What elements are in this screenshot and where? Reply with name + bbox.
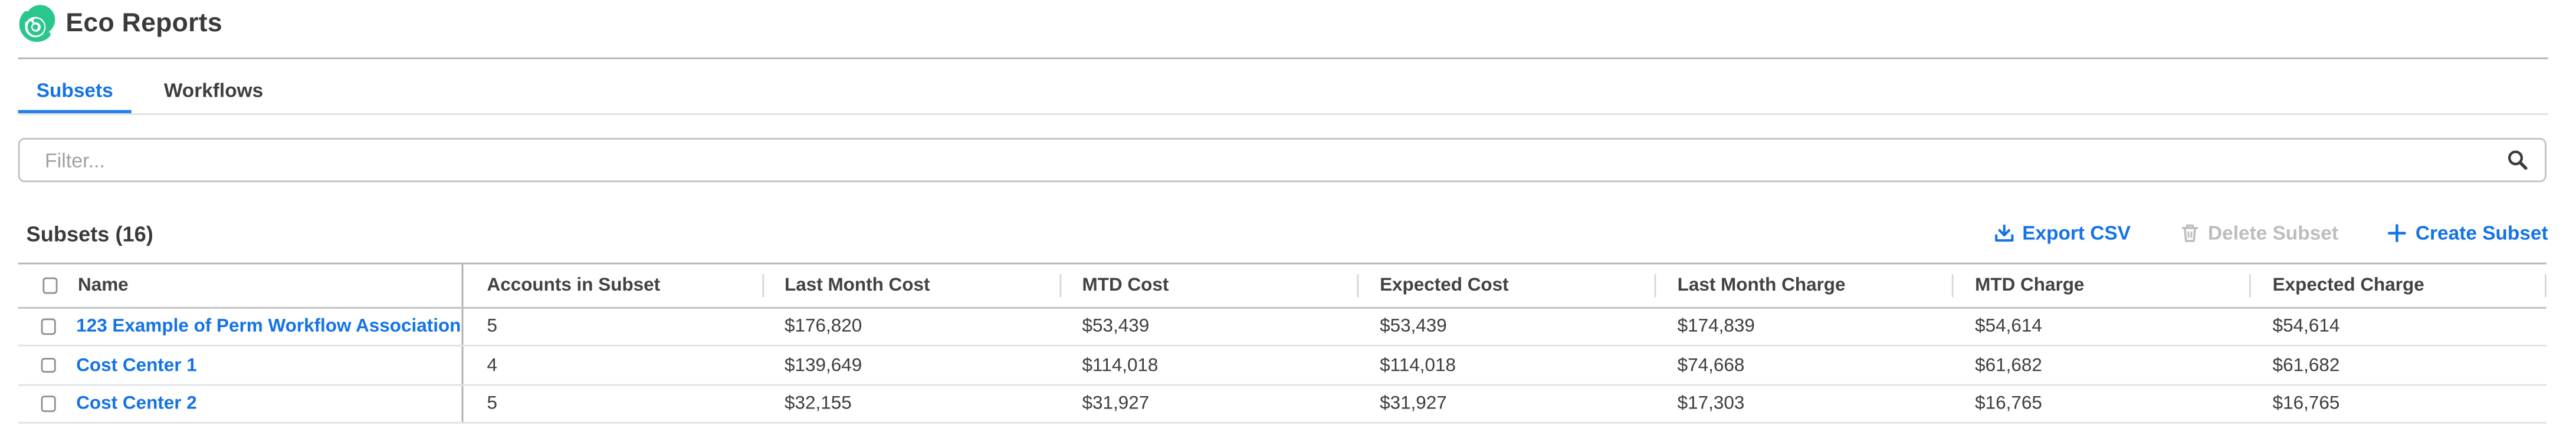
- tab-workflows[interactable]: Workflows: [163, 78, 264, 102]
- search-icon[interactable]: [2508, 149, 2529, 170]
- cell-mtd-cost: $114,018: [1082, 355, 1159, 375]
- cell-expected-cost: $53,439: [1380, 317, 1447, 337]
- cell-expected-charge: $16,765: [2272, 394, 2340, 414]
- eco-logo-icon: [19, 5, 55, 42]
- table-row: Cost Center 2 5 $32,155 $31,927 $31,927 …: [18, 386, 2548, 424]
- cell-accounts: 5: [487, 394, 498, 414]
- row-checkbox[interactable]: [41, 319, 57, 335]
- cell-expected-charge: $61,682: [2272, 355, 2340, 375]
- cell-last-month-charge: $17,303: [1677, 394, 1745, 414]
- cell-mtd-charge: $16,765: [1975, 394, 2042, 414]
- create-subset-button[interactable]: Create Subset: [2388, 221, 2548, 244]
- cell-accounts: 5: [487, 317, 498, 337]
- cell-mtd-cost: $53,439: [1082, 317, 1150, 337]
- cell-last-month-cost: $139,649: [785, 355, 862, 375]
- column-header-last-month-cost[interactable]: Last Month Cost: [762, 264, 1059, 307]
- active-tab-indicator: [18, 110, 132, 114]
- column-header-expected-cost[interactable]: Expected Cost: [1357, 264, 1655, 307]
- page-title: Eco Reports: [65, 9, 222, 38]
- cell-expected-cost: $31,927: [1380, 394, 1447, 414]
- plus-icon: [2388, 223, 2407, 242]
- tab-subsets[interactable]: Subsets: [36, 78, 113, 102]
- cell-mtd-charge: $54,614: [1975, 317, 2042, 337]
- subset-link[interactable]: 123 Example of Perm Workflow Association: [76, 317, 461, 337]
- cell-expected-charge: $54,614: [2272, 317, 2340, 337]
- cell-last-month-charge: $74,668: [1677, 355, 1745, 375]
- cell-name: Cost Center 1: [18, 347, 464, 384]
- cell-mtd-charge: $61,682: [1975, 355, 2042, 375]
- table-actions: Export CSV Delete Subset Create Subset: [1994, 218, 2548, 246]
- tabs-divider: [18, 113, 2548, 115]
- column-header-name[interactable]: Name: [18, 263, 464, 308]
- column-header-expected-charge[interactable]: Expected Charge: [2249, 264, 2548, 307]
- filter-field: [18, 137, 2548, 183]
- column-header-mtd-charge[interactable]: MTD Charge: [1952, 264, 2250, 307]
- export-csv-button[interactable]: Export CSV: [1994, 221, 2131, 244]
- cell-expected-cost: $114,018: [1380, 355, 1456, 375]
- filter-input[interactable]: [18, 137, 2548, 183]
- cell-last-month-charge: $174,839: [1677, 317, 1755, 337]
- tab-bar: Subsets Workflows: [18, 69, 278, 111]
- subsets-table: Name Accounts in Subset Last Month Cost …: [18, 262, 2548, 424]
- row-checkbox[interactable]: [41, 357, 57, 374]
- cell-accounts: 4: [487, 355, 498, 375]
- header-divider: [18, 57, 2548, 60]
- row-checkbox[interactable]: [41, 396, 57, 412]
- cell-mtd-cost: $31,927: [1082, 394, 1150, 414]
- column-header-mtd-cost[interactable]: MTD Cost: [1059, 264, 1357, 307]
- table-row: Cost Center 1 4 $139,649 $114,018 $114,0…: [18, 347, 2548, 386]
- cell-name: 123 Example of Perm Workflow Association: [18, 308, 464, 346]
- cell-last-month-cost: $176,820: [785, 317, 862, 337]
- trash-icon: [2181, 223, 2198, 242]
- download-icon: [1994, 223, 2014, 241]
- create-subset-label: Create Subset: [2415, 220, 2548, 244]
- delete-subset-button[interactable]: Delete Subset: [2180, 221, 2338, 244]
- table-header-row: Name Accounts in Subset Last Month Cost …: [18, 262, 2548, 309]
- column-header-accounts[interactable]: Accounts in Subset: [487, 275, 661, 296]
- subset-link[interactable]: Cost Center 2: [76, 394, 197, 414]
- section-heading: Subsets (16): [26, 220, 153, 246]
- subset-link[interactable]: Cost Center 1: [76, 355, 197, 375]
- select-all-checkbox[interactable]: [42, 278, 58, 294]
- cell-name: Cost Center 2: [18, 386, 464, 423]
- cell-last-month-cost: $32,155: [785, 394, 852, 414]
- delete-subset-label: Delete Subset: [2207, 220, 2338, 244]
- column-header-last-month-charge[interactable]: Last Month Charge: [1654, 264, 1952, 307]
- table-row: 123 Example of Perm Workflow Association…: [18, 308, 2548, 348]
- export-csv-label: Export CSV: [2022, 220, 2131, 244]
